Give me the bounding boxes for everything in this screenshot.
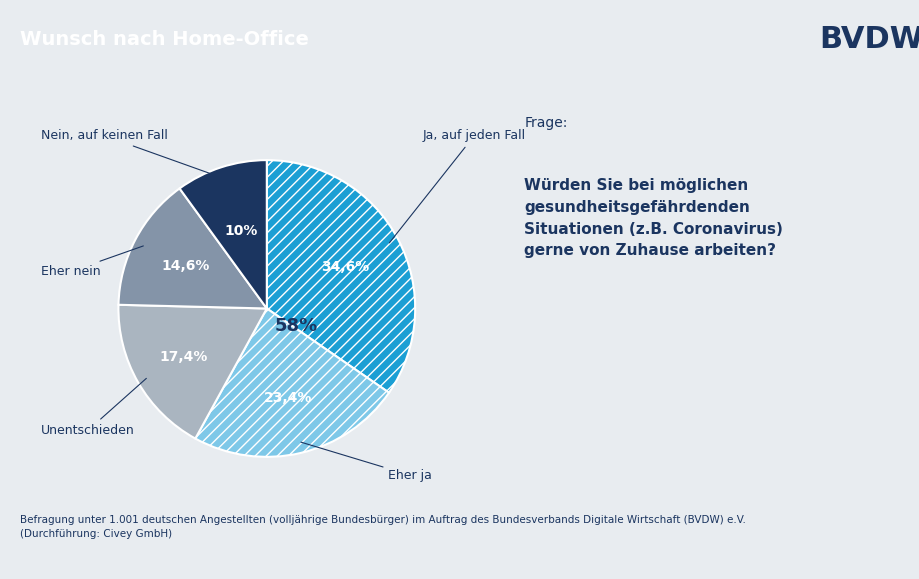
Text: 10%: 10% [224, 224, 258, 238]
Text: 17,4%: 17,4% [159, 350, 207, 364]
Wedge shape [119, 305, 267, 438]
Text: Ja, auf jeden Fall: Ja, auf jeden Fall [389, 129, 525, 243]
Text: 23,4%: 23,4% [264, 391, 312, 405]
Text: Unentschieden: Unentschieden [41, 378, 146, 437]
Text: 58%: 58% [275, 317, 318, 335]
Text: 34,6%: 34,6% [321, 260, 369, 274]
Text: BVDW: BVDW [819, 25, 919, 54]
Text: Eher ja: Eher ja [301, 442, 432, 482]
Text: Nein, auf keinen Fall: Nein, auf keinen Fall [41, 129, 221, 178]
Text: Wunsch nach Home-Office: Wunsch nach Home-Office [20, 31, 309, 49]
Wedge shape [179, 160, 267, 309]
Wedge shape [267, 160, 414, 393]
Text: 14,6%: 14,6% [161, 259, 210, 273]
Text: Frage:: Frage: [524, 116, 567, 130]
Text: Eher nein: Eher nein [41, 246, 143, 278]
Wedge shape [119, 188, 267, 309]
Text: Würden Sie bei möglichen
gesundheitsgefährdenden
Situationen (z.B. Coronavirus)
: Würden Sie bei möglichen gesundheitsgefä… [524, 178, 782, 258]
Text: Befragung unter 1.001 deutschen Angestellten (volljährige Bundesbürger) im Auftr: Befragung unter 1.001 deutschen Angestel… [20, 515, 745, 538]
Wedge shape [195, 309, 389, 457]
